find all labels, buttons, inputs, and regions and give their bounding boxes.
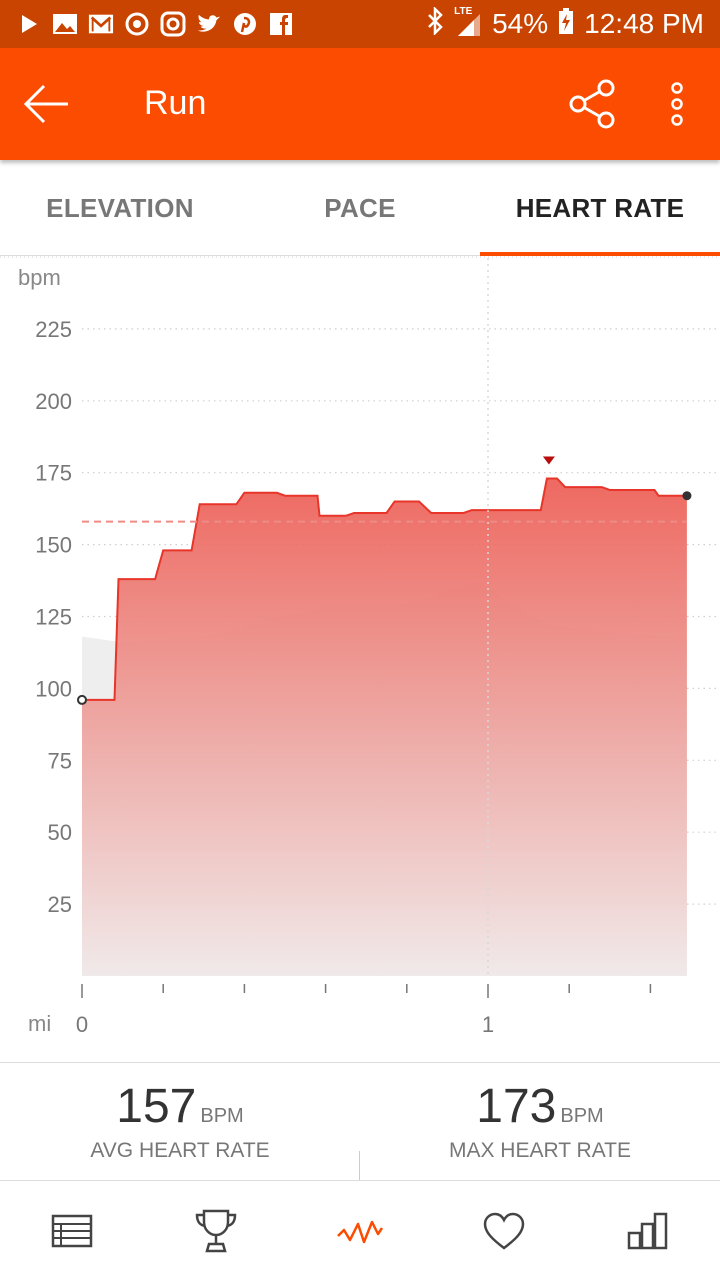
chart-tabs: ELEVATION PACE HEART RATE bbox=[0, 160, 720, 256]
max-heart-rate-stat: 173 BPM MAX HEART RATE bbox=[360, 1063, 720, 1181]
bottom-navigation bbox=[0, 1180, 720, 1280]
play-store-icon bbox=[16, 11, 42, 37]
stats-divider bbox=[359, 1151, 360, 1181]
y-tick-label: 125 bbox=[35, 605, 72, 630]
y-tick-label: 50 bbox=[48, 820, 72, 845]
x-tick-label: 1 bbox=[482, 1012, 494, 1037]
list-icon bbox=[51, 1214, 93, 1248]
max-heart-rate-unit: BPM bbox=[560, 1105, 604, 1127]
bar-chart-icon bbox=[627, 1212, 668, 1250]
heart-icon bbox=[483, 1212, 525, 1250]
active-tab-indicator bbox=[480, 252, 720, 256]
sync-icon bbox=[124, 11, 150, 37]
x-tick-label: 0 bbox=[76, 1012, 88, 1037]
tab-elevation[interactable]: ELEVATION bbox=[46, 192, 194, 223]
share-button[interactable] bbox=[566, 78, 618, 130]
pinterest-icon bbox=[232, 11, 258, 37]
notification-icons bbox=[16, 10, 294, 38]
app-bar: Run bbox=[0, 48, 720, 160]
nav-analysis-button[interactable] bbox=[288, 1181, 432, 1280]
arrow-left-icon bbox=[23, 84, 68, 124]
max-heart-rate-marker bbox=[542, 456, 555, 465]
instagram-icon bbox=[160, 11, 186, 37]
nav-heart-button[interactable] bbox=[432, 1181, 576, 1280]
start-point bbox=[77, 694, 87, 705]
nav-achievements-button[interactable] bbox=[144, 1181, 288, 1280]
heart-rate-area bbox=[82, 478, 687, 976]
status-bar: LTE 54% 12:48 PM bbox=[0, 0, 720, 48]
more-vert-icon bbox=[671, 82, 683, 126]
y-axis-label: bpm bbox=[18, 265, 61, 290]
y-tick-label: 25 bbox=[48, 892, 72, 917]
heart-rate-chart-svg: 25 50 75 100 125 150 175 200 225 0 1 bpm mi bbox=[0, 256, 720, 1037]
trophy-icon bbox=[195, 1209, 237, 1253]
status-right: LTE 54% 12:48 PM bbox=[426, 5, 704, 42]
heart-rate-line bbox=[82, 477, 687, 701]
bluetooth-icon bbox=[426, 5, 444, 42]
avg-heart-rate-stat: 157 BPM AVG HEART RATE bbox=[0, 1063, 360, 1181]
tab-heart-rate[interactable]: HEART RATE bbox=[515, 192, 685, 223]
network-type: LTE bbox=[454, 6, 473, 17]
nav-stats-button[interactable] bbox=[576, 1181, 720, 1280]
share-icon bbox=[569, 79, 615, 129]
twitter-icon bbox=[196, 11, 222, 37]
avg-heart-rate-unit: BPM bbox=[200, 1105, 244, 1127]
y-tick-label: 150 bbox=[35, 533, 72, 558]
tab-pace[interactable]: PACE bbox=[324, 192, 396, 223]
gmail-icon bbox=[88, 11, 114, 37]
y-tick-label: 75 bbox=[48, 748, 72, 773]
analysis-icon bbox=[337, 1220, 384, 1244]
max-heart-rate-value: 173 bbox=[476, 1080, 557, 1133]
avg-heart-rate-label: AVG HEART RATE bbox=[90, 1139, 270, 1162]
back-button[interactable] bbox=[22, 82, 70, 126]
gallery-icon bbox=[52, 11, 78, 37]
max-heart-rate-value-row: 173 BPM bbox=[360, 1079, 720, 1134]
y-tick-label: 225 bbox=[35, 317, 72, 342]
max-heart-rate-label: MAX HEART RATE bbox=[448, 1139, 632, 1162]
y-tick-label: 100 bbox=[35, 676, 72, 701]
heart-rate-chart[interactable]: 25 50 75 100 125 150 175 200 225 0 1 bpm mi bbox=[0, 256, 720, 1062]
nav-overview-button[interactable] bbox=[0, 1181, 144, 1280]
facebook-icon bbox=[268, 11, 294, 37]
avg-heart-rate-value-row: 157 BPM bbox=[0, 1079, 360, 1134]
avg-heart-rate-value: 157 bbox=[116, 1080, 197, 1133]
heart-rate-stats: 157 BPM AVG HEART RATE 173 BPM MAX HEART R… bbox=[0, 1062, 720, 1181]
y-tick-label: 175 bbox=[35, 461, 72, 486]
more-options-button[interactable] bbox=[664, 78, 690, 130]
page-title: Run bbox=[144, 84, 207, 122]
x-axis-label: mi bbox=[28, 1011, 51, 1036]
battery-percent: 54% bbox=[492, 8, 549, 39]
end-point bbox=[682, 491, 692, 501]
signal-icon: LTE bbox=[454, 6, 482, 38]
y-tick-label: 200 bbox=[35, 389, 72, 414]
battery-charging-icon bbox=[558, 7, 574, 42]
clock: 12:48 PM bbox=[584, 8, 704, 39]
